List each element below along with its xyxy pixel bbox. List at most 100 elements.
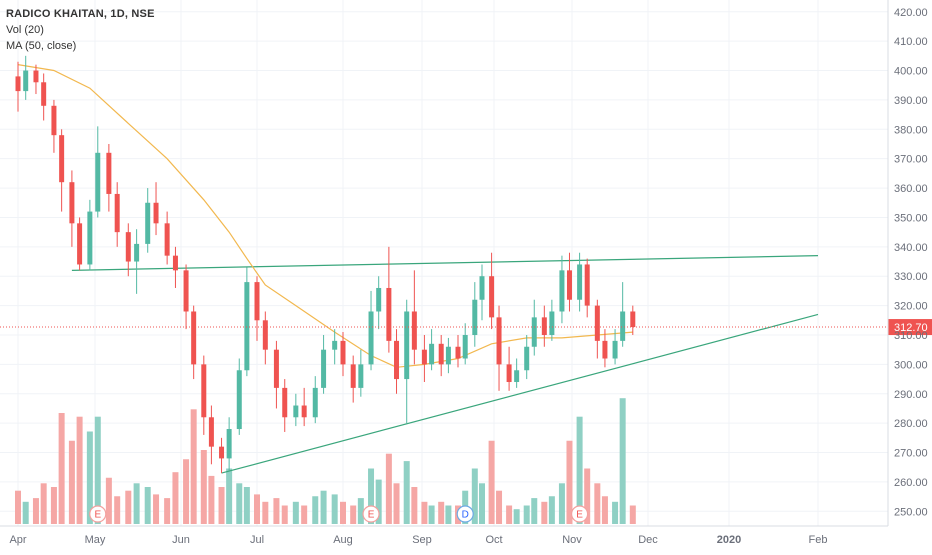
candle (394, 329, 400, 394)
candle-body (23, 70, 29, 92)
candle (312, 376, 318, 424)
chart-legend: RADICO KHAITAN, 1D, NSE Vol (20) MA (50,… (6, 6, 155, 54)
trendline-resistance[interactable] (71, 255, 819, 271)
last-price-label: 312.70 (894, 322, 928, 334)
candle (584, 258, 590, 318)
time-tick-label: Nov (562, 534, 582, 546)
candle (445, 337, 451, 374)
volume-bar (218, 487, 225, 524)
candle-body (541, 317, 547, 335)
price-tick-label: 330.00 (894, 271, 928, 283)
volume-bar (292, 501, 299, 524)
ma-indicator-label[interactable]: MA (50, close) (6, 40, 77, 52)
event-marker-circle (89, 505, 107, 523)
candle-body (59, 135, 65, 183)
price-tick-label: 310.00 (894, 330, 928, 342)
volume-bar (558, 483, 565, 524)
candle (301, 387, 307, 427)
volume-bar (411, 487, 418, 524)
candle-body (506, 364, 512, 383)
candle (15, 61, 21, 112)
candle-body (445, 346, 451, 365)
candle-body (301, 405, 307, 418)
candle-body (358, 364, 364, 388)
volume-bar (403, 461, 410, 524)
candle-body (125, 232, 131, 262)
trendlines[interactable] (71, 255, 819, 474)
symbol-label[interactable]: RADICO KHAITAN, 1D, NSE (6, 8, 155, 20)
candle-body (524, 346, 530, 371)
volume-bar (243, 487, 250, 524)
candle (77, 217, 83, 271)
candle (421, 334, 427, 383)
event-marker-earnings[interactable]: E (570, 505, 589, 523)
volume-bar (172, 472, 179, 524)
candle (559, 255, 565, 324)
volume-indicator-label[interactable]: Vol (20) (6, 24, 44, 36)
volume-bar (133, 483, 140, 524)
time-tick-label: Jun (172, 534, 190, 546)
candle-body (479, 276, 485, 300)
candle-body (332, 340, 338, 350)
candle-body (404, 311, 410, 380)
candle (183, 264, 189, 330)
candle-body (33, 70, 39, 83)
volume-bar (496, 490, 503, 524)
candle-body (106, 152, 112, 194)
volume-bar (15, 490, 21, 524)
candle-body (51, 105, 57, 136)
candle (69, 170, 75, 247)
candle-body (153, 202, 159, 224)
candle-body (172, 255, 178, 271)
candle-body (321, 349, 327, 388)
candle-body (577, 264, 583, 300)
axes: 250.00 260.00 270.00 280.00 290.00 300.00 310.… (0, 0, 928, 546)
candle-body (69, 182, 75, 224)
price-tick-label: 370.00 (894, 154, 928, 166)
price-tick-label: 350.00 (894, 212, 928, 224)
price-tick-label: 360.00 (894, 183, 928, 195)
candle-body (566, 270, 572, 300)
candle-body (219, 446, 225, 459)
volume-bar (488, 440, 495, 524)
volume-bar (281, 505, 288, 524)
volume-bar (200, 450, 207, 524)
event-marker-earnings[interactable]: E (89, 505, 107, 523)
candle-body (549, 311, 555, 335)
candle (531, 299, 537, 356)
last-price-line: 312.70 (0, 319, 932, 336)
event-marker-dividend[interactable]: D (456, 505, 474, 523)
candle (282, 379, 288, 432)
volume-bar (428, 505, 435, 524)
candle (350, 355, 356, 403)
volume-bar (114, 496, 121, 524)
candle (332, 329, 338, 365)
volume-bar (548, 496, 555, 524)
candle (244, 267, 250, 377)
event-marker-label: E (94, 510, 101, 521)
event-marker-earnings[interactable]: E (362, 505, 380, 523)
candle-body (455, 346, 461, 359)
candle (226, 417, 232, 471)
candle-body (472, 299, 478, 335)
last-price-tag (888, 319, 932, 336)
candle-body (438, 343, 444, 365)
candle (429, 329, 435, 371)
candle-body (394, 340, 400, 380)
candle (95, 126, 101, 218)
trendline-support[interactable] (221, 313, 819, 474)
volume-bar (471, 468, 478, 524)
price-tick-label: 380.00 (894, 124, 928, 136)
price-tick-label: 320.00 (894, 301, 928, 313)
volume-bar (385, 453, 392, 524)
volume-bar (190, 409, 197, 524)
event-marker-label: D (462, 510, 469, 521)
volume-bar (445, 505, 452, 524)
volume-bar (479, 483, 485, 524)
candle (340, 332, 346, 377)
candle (630, 305, 636, 335)
candle (208, 405, 214, 465)
candle-body (411, 311, 417, 350)
